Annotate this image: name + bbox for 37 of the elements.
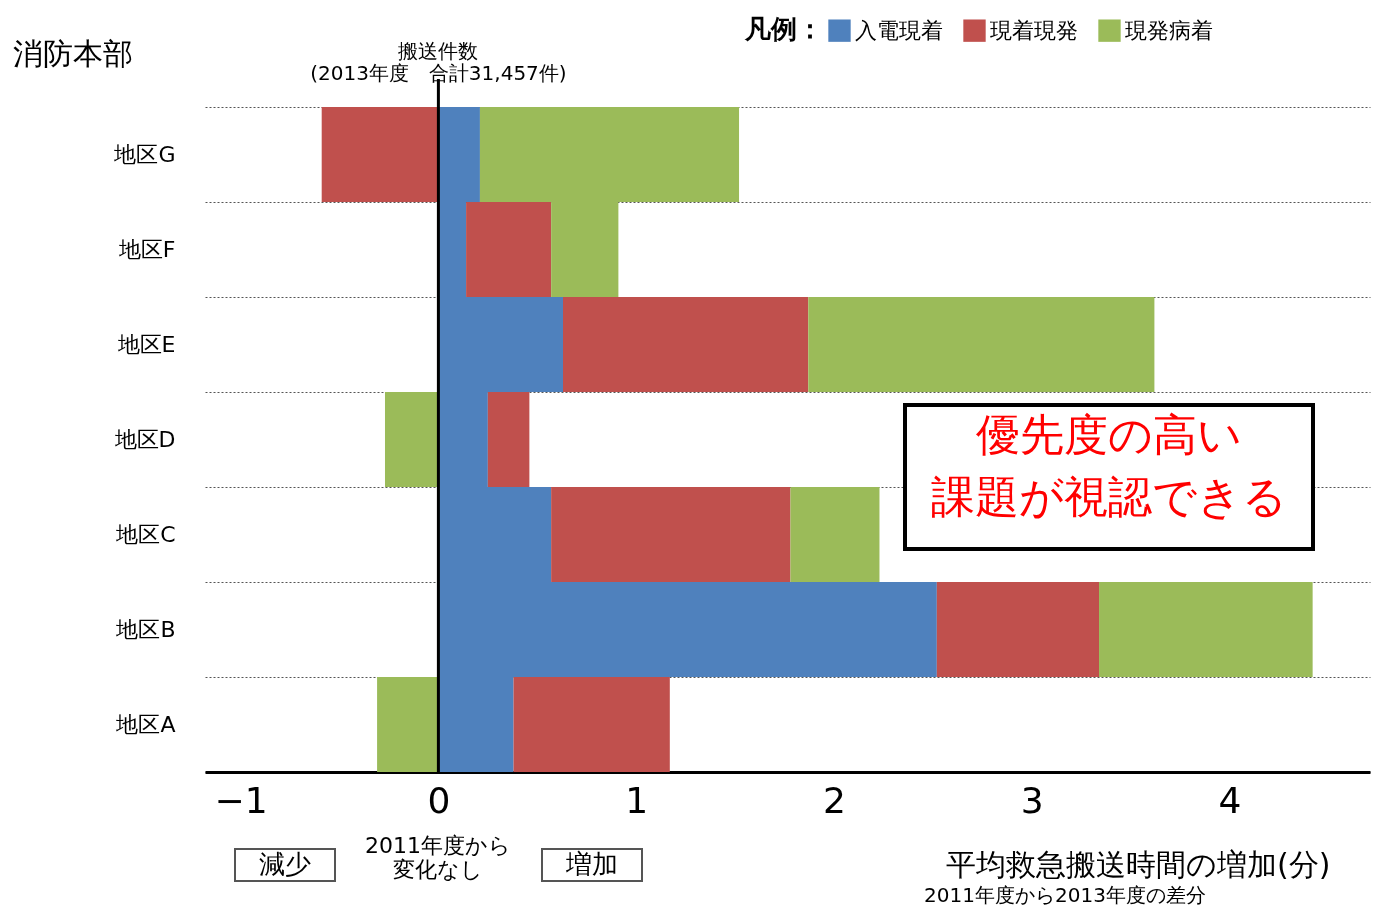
x-tick-label: 4 — [1218, 779, 1242, 821]
y-tick-label: 地区E — [116, 332, 176, 357]
bar — [936, 582, 1100, 677]
x-axis-title: 平均救急搬送時間の増加(分) — [946, 846, 1331, 882]
bar — [513, 677, 670, 772]
y-tick-label: 地区D — [113, 427, 176, 452]
text: 2011年度から2013年度の差分 — [924, 883, 1206, 906]
x-tick-label: 2 — [823, 779, 846, 821]
legend-title: 凡例： — [744, 14, 823, 44]
y-axis-title: 搬送件数 (2013年度 合計31,457件) — [310, 39, 567, 85]
chart-title: 消防本部 — [13, 36, 133, 71]
legend-label: 現発病着 — [1125, 17, 1213, 43]
y-tick-label: 地区G — [113, 142, 176, 167]
x-tick-label: 1 — [625, 779, 649, 821]
y-tick-label: 地区A — [115, 712, 176, 737]
text: 減少 — [259, 849, 311, 879]
legend-label: 現着現発 — [990, 17, 1078, 43]
bar — [487, 392, 530, 487]
bar — [321, 107, 439, 202]
bar — [551, 487, 791, 582]
y-tick-label: 地区F — [117, 237, 176, 262]
bar — [808, 297, 1155, 392]
y-tick-label: 地区C — [115, 522, 176, 547]
legend-label: 入電現着 — [855, 17, 943, 43]
y-tick-label: 地区B — [115, 617, 176, 642]
x-tick-label: −1 — [214, 779, 268, 821]
bar — [384, 392, 439, 487]
x-tick-label: 3 — [1020, 779, 1044, 821]
text: 2011年度から変化なし — [365, 833, 511, 882]
x-tick-label: 0 — [427, 779, 451, 821]
bar — [1099, 582, 1313, 677]
text: 増加 — [565, 849, 618, 879]
bar — [563, 297, 809, 392]
annotation: 優先度の高い課題が視認できる — [931, 409, 1287, 522]
bar — [466, 202, 552, 297]
bar — [790, 487, 880, 582]
bar — [377, 677, 439, 772]
